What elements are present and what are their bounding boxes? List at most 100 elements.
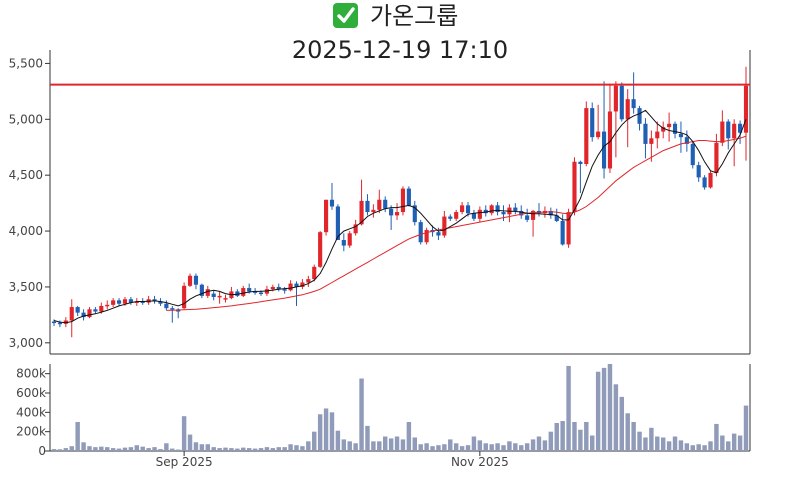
candle-body [134,301,139,303]
volume-bar [258,448,264,451]
candle-body [412,205,417,223]
candle-body [341,240,346,246]
volume-bar [276,447,281,451]
candle-body [306,279,311,283]
candle-body [743,85,749,133]
candle-body [465,205,471,214]
candle-body [182,285,187,309]
volume-bar [134,445,140,451]
volume-bar [264,447,270,451]
candle-body [329,199,335,207]
candle-body [720,121,725,143]
volume-bar [211,447,216,451]
volume-bar [601,367,607,451]
candle-body [726,121,731,139]
volume-bar [394,436,400,451]
candle-body [353,224,358,234]
candle-body [732,123,737,139]
volume-bar [329,412,335,451]
candle-body [140,301,145,303]
volume-bar [714,423,719,451]
volume-bar [430,446,435,451]
volume-bar [57,449,63,451]
candle-body [495,205,500,213]
candle-body [625,99,630,120]
volume-bar [548,431,554,451]
volume-bar [572,422,577,451]
candle-body [714,142,719,173]
candle-body [270,286,275,290]
candle-body [258,292,264,295]
candle-body [619,85,624,120]
candle-body [276,286,281,290]
candle-body [288,283,293,291]
candle-body [111,300,116,305]
volume-bar [590,435,595,451]
volume-bar [63,448,69,451]
volume-bar [75,422,80,451]
volume-bar [223,447,228,451]
candle-body [199,284,204,296]
volume-bar [170,448,175,451]
volume-bar [743,405,749,451]
volume-bar [625,413,630,451]
volume-bar [335,430,341,451]
volume-bar [382,436,388,451]
candle-body [649,138,654,144]
candle-body [400,188,406,213]
candle-body [684,137,689,144]
volume-bar [110,448,116,451]
volume-bar [708,441,713,451]
candle-body [57,322,62,325]
volume-bar [418,444,423,451]
candle-body [525,215,530,220]
candle-body [584,108,589,164]
candle-body [81,312,86,318]
volume-bar [720,435,725,451]
volume-bar [690,445,695,451]
volume-bar [501,445,506,451]
volume-bar [442,444,447,451]
candle-body [377,199,382,210]
candle-body [193,275,199,285]
price-tick-label: 5,500 [9,56,43,70]
stock-name: 가온그룹 [370,2,458,30]
candle-body [424,229,429,243]
volume-bar [187,434,193,451]
candle-body [489,205,494,214]
volume-bar [406,422,412,451]
volume-bar [246,448,252,451]
candle-body [596,131,601,138]
volume-bar [619,396,625,451]
date-x-ticks: Sep 2025 Nov 2025 [156,451,509,469]
candle-body [519,210,524,216]
volume-bar [400,439,406,451]
volume-bar [471,436,477,451]
volume-bar [560,421,565,451]
candle-body [436,232,441,236]
volume-bar [347,441,352,451]
volume-bar [105,447,110,451]
volume-bar [199,444,205,451]
candle-body [560,221,565,245]
volume-y-ticks: 0 200k 400k 600k 800k [16,367,50,458]
volume-bar [241,447,246,451]
price-tick-label: 3,000 [9,336,43,350]
candle-body [513,207,518,211]
volume-bar [122,447,128,451]
volume-bar [726,441,731,451]
candle-body [211,293,216,297]
volume-bar [306,441,311,451]
price-panel: 3,000 3,500 4,000 4,500 5,000 5,500 [9,50,751,355]
volume-bar [294,445,299,451]
volume-bar [99,446,104,451]
volume-bar [731,433,737,451]
candle-body [708,172,713,188]
candle-body [442,216,447,236]
volume-bar [51,449,57,451]
volume-bar [536,436,542,451]
volume-bar [252,448,258,451]
candle-body [128,299,133,303]
volume-bar [519,445,524,451]
volume-bar [69,446,74,451]
